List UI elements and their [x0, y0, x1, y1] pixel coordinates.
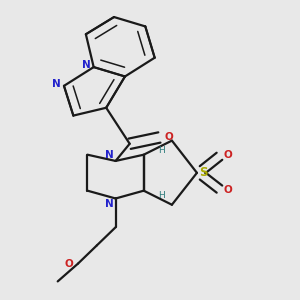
Text: N: N: [52, 79, 61, 89]
Text: N: N: [105, 150, 114, 160]
Text: N: N: [82, 60, 91, 70]
Text: O: O: [164, 131, 173, 142]
Text: O: O: [224, 185, 233, 195]
Text: H: H: [158, 191, 165, 200]
Text: N: N: [105, 199, 114, 209]
Text: S: S: [200, 166, 208, 179]
Text: O: O: [224, 150, 233, 160]
Text: O: O: [64, 259, 73, 269]
Text: H: H: [158, 146, 165, 154]
